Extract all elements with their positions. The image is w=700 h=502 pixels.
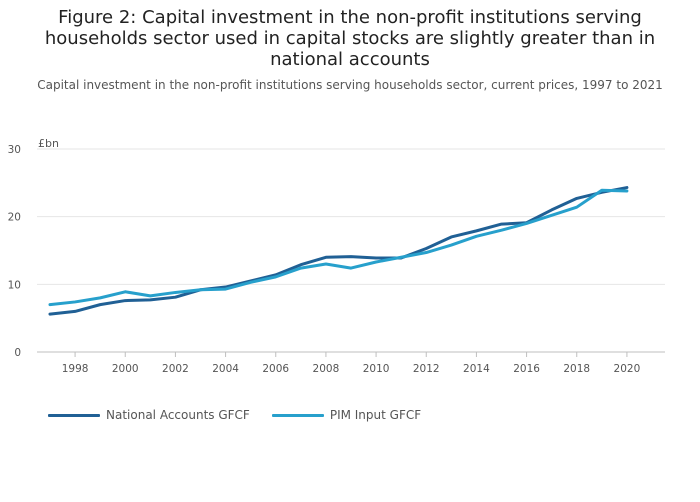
y-tick-label: 10 bbox=[8, 279, 21, 291]
series-line-national-accounts[interactable] bbox=[48, 186, 629, 316]
legend-item-national[interactable]: National Accounts GFCF bbox=[48, 408, 250, 422]
x-tick-label: 2010 bbox=[363, 363, 390, 375]
y-tick-label: 0 bbox=[14, 347, 21, 359]
y-tick-label: 20 bbox=[8, 212, 21, 224]
gridlines bbox=[37, 148, 665, 285]
x-tick-label: 2002 bbox=[162, 363, 189, 375]
chart-title: Figure 2: Capital investment in the non-… bbox=[44, 7, 656, 70]
legend-label-national: National Accounts GFCF bbox=[106, 408, 250, 422]
legend-label-pim: PIM Input GFCF bbox=[329, 408, 422, 422]
x-tick-label: 2014 bbox=[463, 363, 490, 375]
x-axis: 1998 2000 2002 2004 2006 2008 2010 2012 2014 2016… bbox=[37, 351, 665, 375]
x-tick-label: 2018 bbox=[563, 363, 590, 375]
x-tick-label: 2016 bbox=[513, 363, 540, 375]
legend-swatch-national bbox=[48, 413, 100, 417]
series-line-pim-input[interactable] bbox=[48, 188, 629, 307]
x-tick-label: 2004 bbox=[212, 363, 239, 375]
y-axis: 0 10 20 30 bbox=[8, 144, 21, 359]
legend: National Accounts GFCF PIM Input GFCF bbox=[48, 408, 443, 422]
x-tick-label: 2008 bbox=[313, 363, 340, 375]
y-tick-label: 30 bbox=[8, 144, 21, 156]
legend-swatch-pim bbox=[271, 413, 324, 417]
x-tick-label: 2006 bbox=[262, 363, 289, 375]
series-lines bbox=[48, 186, 629, 316]
x-tick-label: 2012 bbox=[413, 363, 440, 375]
x-tick-label: 2020 bbox=[614, 363, 641, 375]
x-tick-label: 2000 bbox=[112, 363, 139, 375]
chart-subtitle: Capital investment in the non-profit ins… bbox=[37, 78, 663, 92]
legend-item-pim[interactable]: PIM Input GFCF bbox=[271, 408, 422, 422]
y-unit-label: £bn bbox=[38, 137, 59, 150]
x-tick-label: 1998 bbox=[62, 363, 89, 375]
